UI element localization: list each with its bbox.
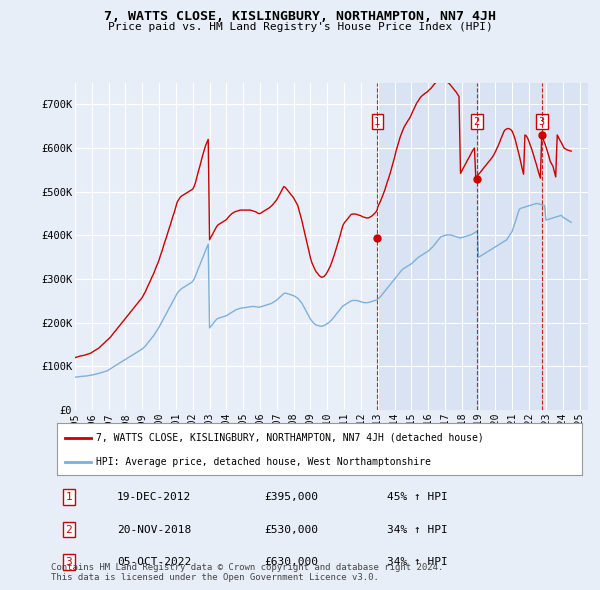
Text: 7, WATTS CLOSE, KISLINGBURY, NORTHAMPTON, NN7 4JH (detached house): 7, WATTS CLOSE, KISLINGBURY, NORTHAMPTON… [97, 432, 484, 442]
Point [472, 174, 482, 183]
Text: £630,000: £630,000 [264, 557, 318, 567]
Text: 3: 3 [65, 557, 73, 567]
Text: 7, WATTS CLOSE, KISLINGBURY, NORTHAMPTON, NN7 4JH: 7, WATTS CLOSE, KISLINGBURY, NORTHAMPTON… [104, 10, 496, 23]
Text: 34% ↑ HPI: 34% ↑ HPI [387, 525, 448, 535]
Text: Price paid vs. HM Land Registry's House Price Index (HPI): Price paid vs. HM Land Registry's House … [107, 22, 493, 32]
Bar [542, 83, 588, 410]
Text: 34% ↑ HPI: 34% ↑ HPI [387, 557, 448, 567]
Text: HPI: Average price, detached house, West Northamptonshire: HPI: Average price, detached house, West… [97, 457, 431, 467]
Point [373, 233, 382, 242]
Bar [477, 83, 542, 410]
Text: 20-NOV-2018: 20-NOV-2018 [117, 525, 191, 535]
Text: 19-DEC-2012: 19-DEC-2012 [117, 492, 191, 502]
Bar [377, 83, 477, 410]
Text: 45% ↑ HPI: 45% ↑ HPI [387, 492, 448, 502]
Text: 1: 1 [374, 117, 380, 127]
Text: 3: 3 [539, 117, 545, 127]
Text: 05-OCT-2022: 05-OCT-2022 [117, 557, 191, 567]
Text: 1: 1 [65, 492, 73, 502]
Text: 2: 2 [473, 117, 480, 127]
Text: £395,000: £395,000 [264, 492, 318, 502]
Text: £530,000: £530,000 [264, 525, 318, 535]
Text: Contains HM Land Registry data © Crown copyright and database right 2024.
This d: Contains HM Land Registry data © Crown c… [51, 563, 443, 582]
Point [537, 130, 547, 140]
Text: 2: 2 [65, 525, 73, 535]
